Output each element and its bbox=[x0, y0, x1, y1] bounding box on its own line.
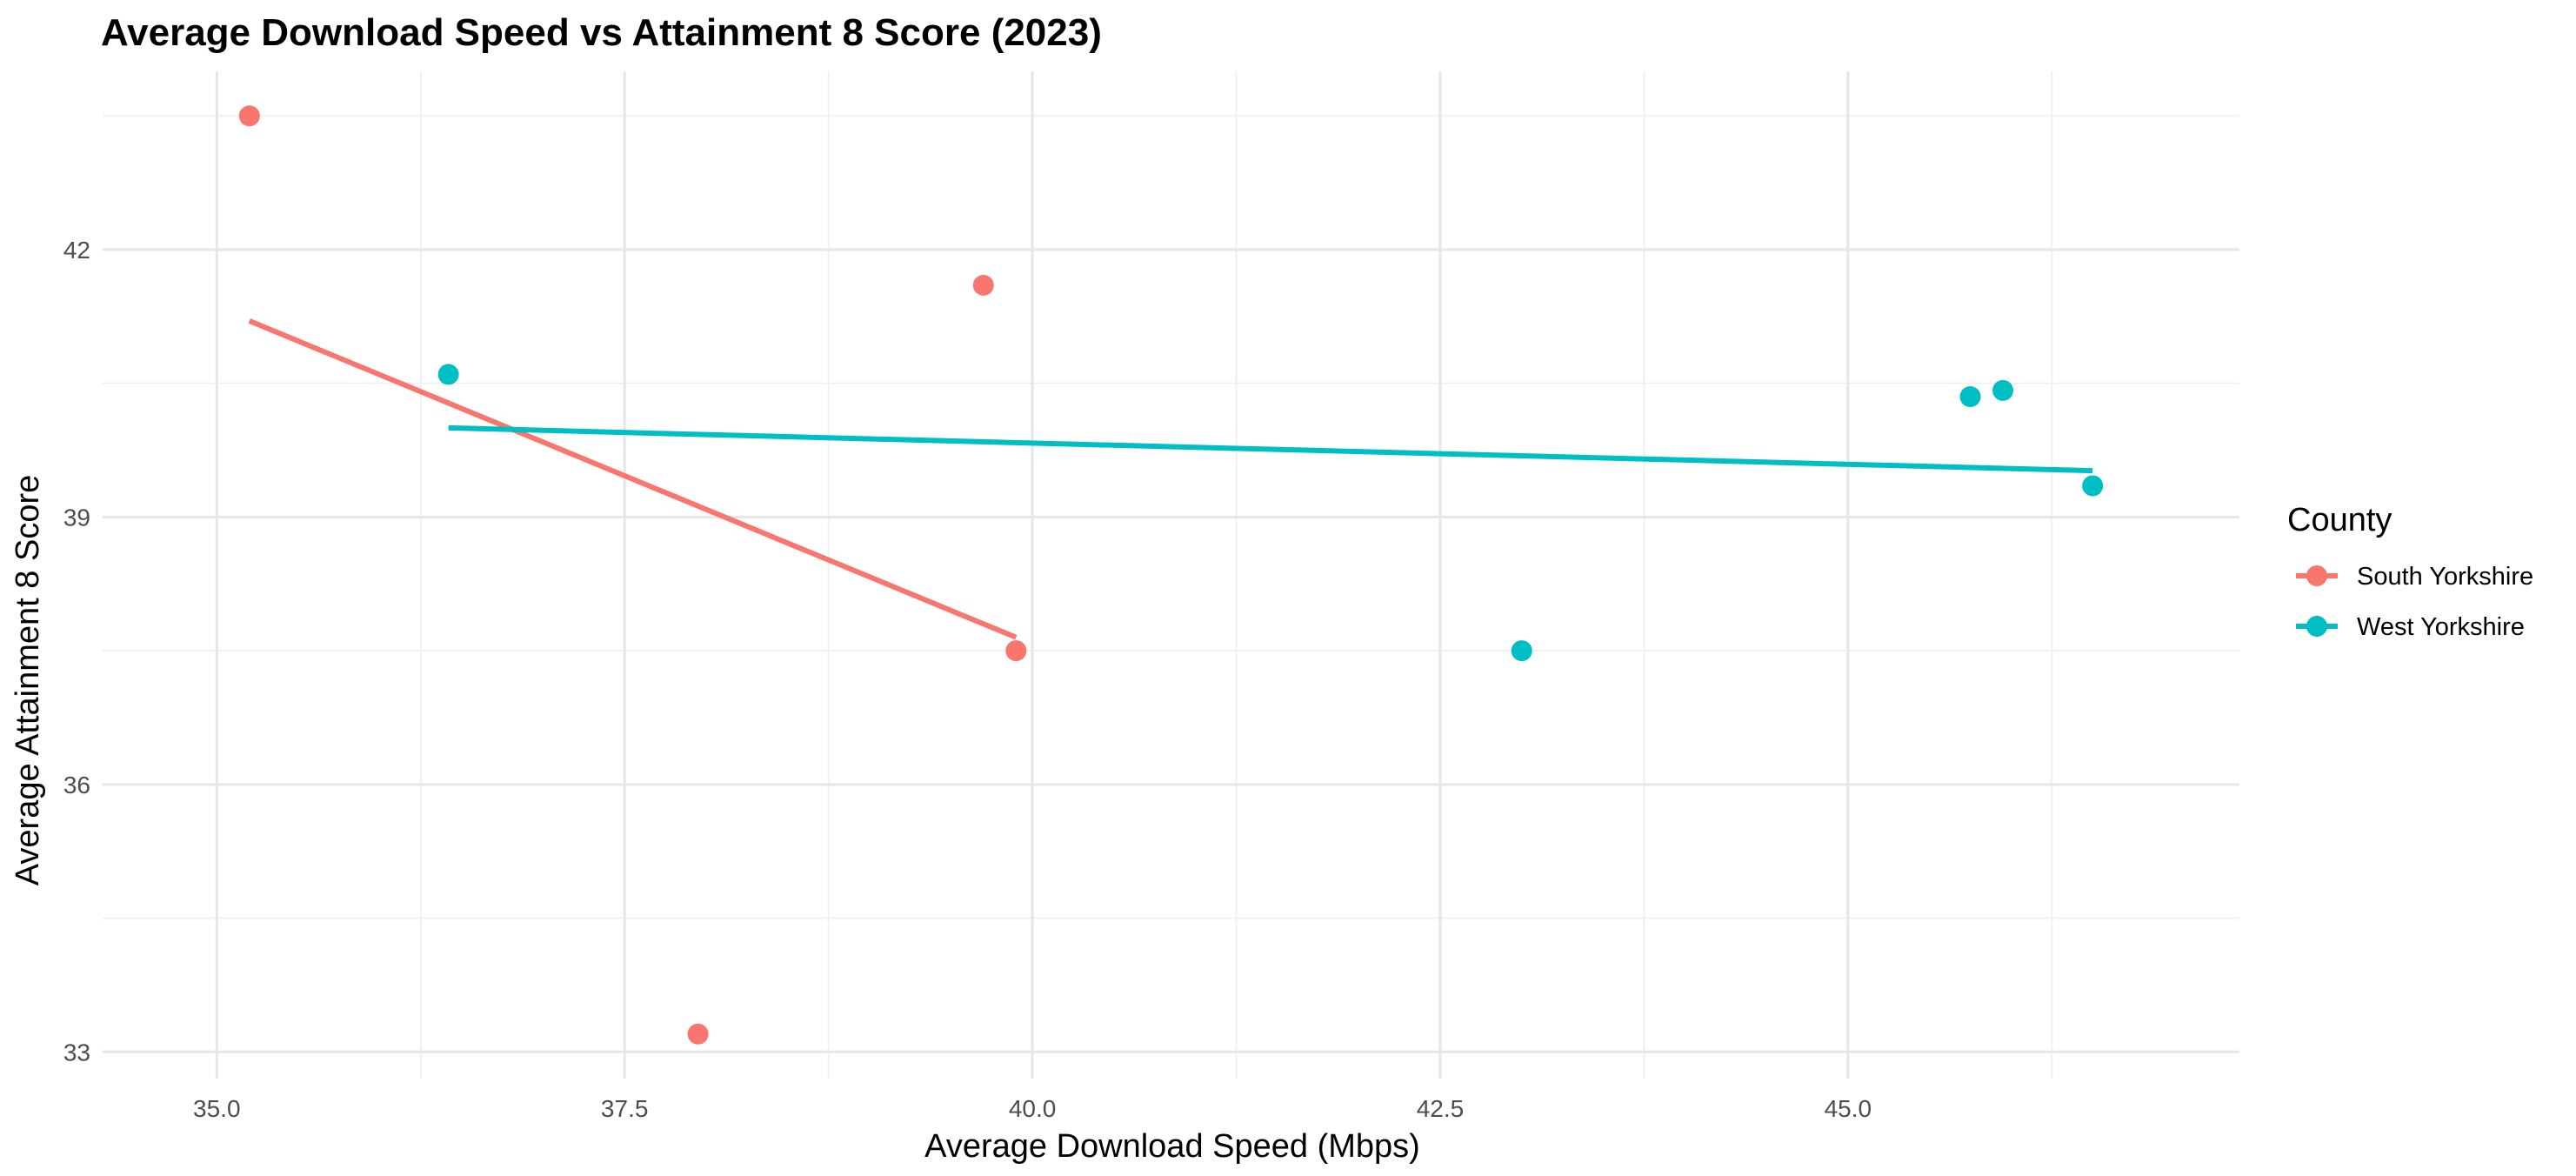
data-point bbox=[972, 274, 994, 296]
trend-line bbox=[248, 318, 1018, 640]
y-tick-label: 39 bbox=[63, 504, 90, 531]
grid bbox=[103, 71, 2239, 1079]
x-tick-label: 45.0 bbox=[1825, 1095, 1872, 1122]
data-point bbox=[238, 105, 260, 127]
data-point bbox=[1959, 386, 1981, 408]
legend-title: County bbox=[2287, 502, 2392, 538]
data-point bbox=[2082, 475, 2104, 497]
legend-point-key bbox=[2306, 616, 2327, 637]
y-axis-label: Average Attainment 8 Score bbox=[10, 475, 46, 885]
data-point bbox=[1511, 640, 1532, 662]
legend-item: South Yorkshire bbox=[2296, 563, 2533, 591]
data-point bbox=[687, 1023, 709, 1045]
data-point bbox=[1992, 379, 2014, 401]
x-tick-label: 40.0 bbox=[1009, 1095, 1057, 1122]
y-axis-ticks: 33 36 39 42 bbox=[63, 237, 90, 1066]
legend: County South Yorkshire West Yorkshire bbox=[2287, 502, 2533, 641]
trend-line bbox=[448, 424, 2093, 474]
legend-label: South Yorkshire bbox=[2357, 563, 2533, 591]
legend-point-key bbox=[2306, 565, 2327, 586]
legend-items: South Yorkshire West Yorkshire bbox=[2296, 563, 2533, 641]
legend-item: West Yorkshire bbox=[2296, 613, 2525, 641]
legend-label: West Yorkshire bbox=[2357, 613, 2525, 641]
x-tick-label: 35.0 bbox=[193, 1095, 241, 1122]
x-axis-label: Average Download Speed (Mbps) bbox=[924, 1128, 1420, 1165]
y-tick-label: 36 bbox=[63, 772, 90, 798]
x-tick-label: 37.5 bbox=[601, 1095, 649, 1122]
x-tick-label: 42.5 bbox=[1417, 1095, 1465, 1122]
trend-lines bbox=[248, 318, 2093, 640]
y-tick-label: 42 bbox=[63, 237, 90, 264]
data-points bbox=[238, 105, 2104, 1045]
data-point bbox=[1005, 640, 1027, 662]
y-tick-label: 33 bbox=[63, 1039, 90, 1066]
x-axis-ticks: 35.0 37.5 40.0 42.5 45.0 bbox=[193, 1095, 1872, 1122]
chart-title: Average Download Speed vs Attainment 8 S… bbox=[101, 11, 1102, 54]
data-point bbox=[437, 364, 459, 385]
